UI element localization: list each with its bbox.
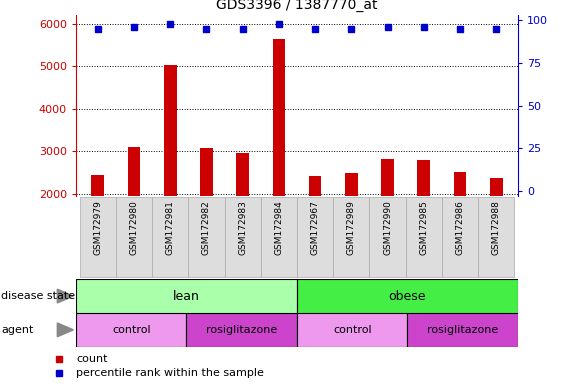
Bar (76, 313, 186, 347)
Bar (297, 313, 408, 347)
Bar (91, 175, 104, 279)
Polygon shape (57, 289, 73, 303)
Bar (309, 176, 321, 279)
Bar (128, 147, 140, 279)
Bar (188, 197, 225, 277)
Text: disease state: disease state (1, 291, 75, 301)
Text: GSM172989: GSM172989 (347, 200, 356, 255)
Bar (225, 197, 261, 277)
Bar (417, 160, 430, 279)
Text: GSM172979: GSM172979 (93, 200, 102, 255)
Text: GSM172981: GSM172981 (166, 200, 175, 255)
Bar (261, 197, 297, 277)
Bar (490, 178, 503, 279)
Text: GSM172985: GSM172985 (419, 200, 428, 255)
Text: GSM172990: GSM172990 (383, 200, 392, 255)
Bar (297, 197, 333, 277)
Text: control: control (112, 325, 150, 335)
Text: rosiglitazone: rosiglitazone (427, 325, 498, 335)
Text: GSM172982: GSM172982 (202, 200, 211, 255)
Bar (116, 197, 152, 277)
Bar (79, 197, 116, 277)
Bar (164, 65, 177, 279)
Bar (381, 159, 394, 279)
Bar (272, 39, 285, 279)
Text: GSM172967: GSM172967 (311, 200, 320, 255)
Bar (200, 148, 213, 279)
Text: obese: obese (388, 290, 426, 303)
Bar (236, 153, 249, 279)
Bar (442, 197, 478, 277)
Bar (454, 172, 466, 279)
Text: control: control (333, 325, 372, 335)
Bar (76, 279, 297, 313)
Text: lean: lean (173, 290, 200, 303)
Text: GSM172980: GSM172980 (129, 200, 138, 255)
Text: percentile rank within the sample: percentile rank within the sample (76, 368, 264, 378)
Bar (369, 197, 406, 277)
Bar (406, 197, 442, 277)
Bar (478, 197, 515, 277)
Bar (333, 197, 369, 277)
Text: GSM172986: GSM172986 (455, 200, 464, 255)
Text: GSM172983: GSM172983 (238, 200, 247, 255)
Bar (408, 313, 518, 347)
Bar (345, 173, 358, 279)
Text: count: count (76, 354, 108, 364)
Polygon shape (57, 323, 73, 337)
Text: GSM172988: GSM172988 (491, 200, 501, 255)
Bar (186, 313, 297, 347)
Text: agent: agent (1, 325, 34, 335)
Text: GSM172984: GSM172984 (274, 200, 283, 255)
Title: GDS3396 / 1387770_at: GDS3396 / 1387770_at (216, 0, 378, 12)
Bar (152, 197, 188, 277)
Bar (297, 279, 518, 313)
Text: rosiglitazone: rosiglitazone (206, 325, 278, 335)
